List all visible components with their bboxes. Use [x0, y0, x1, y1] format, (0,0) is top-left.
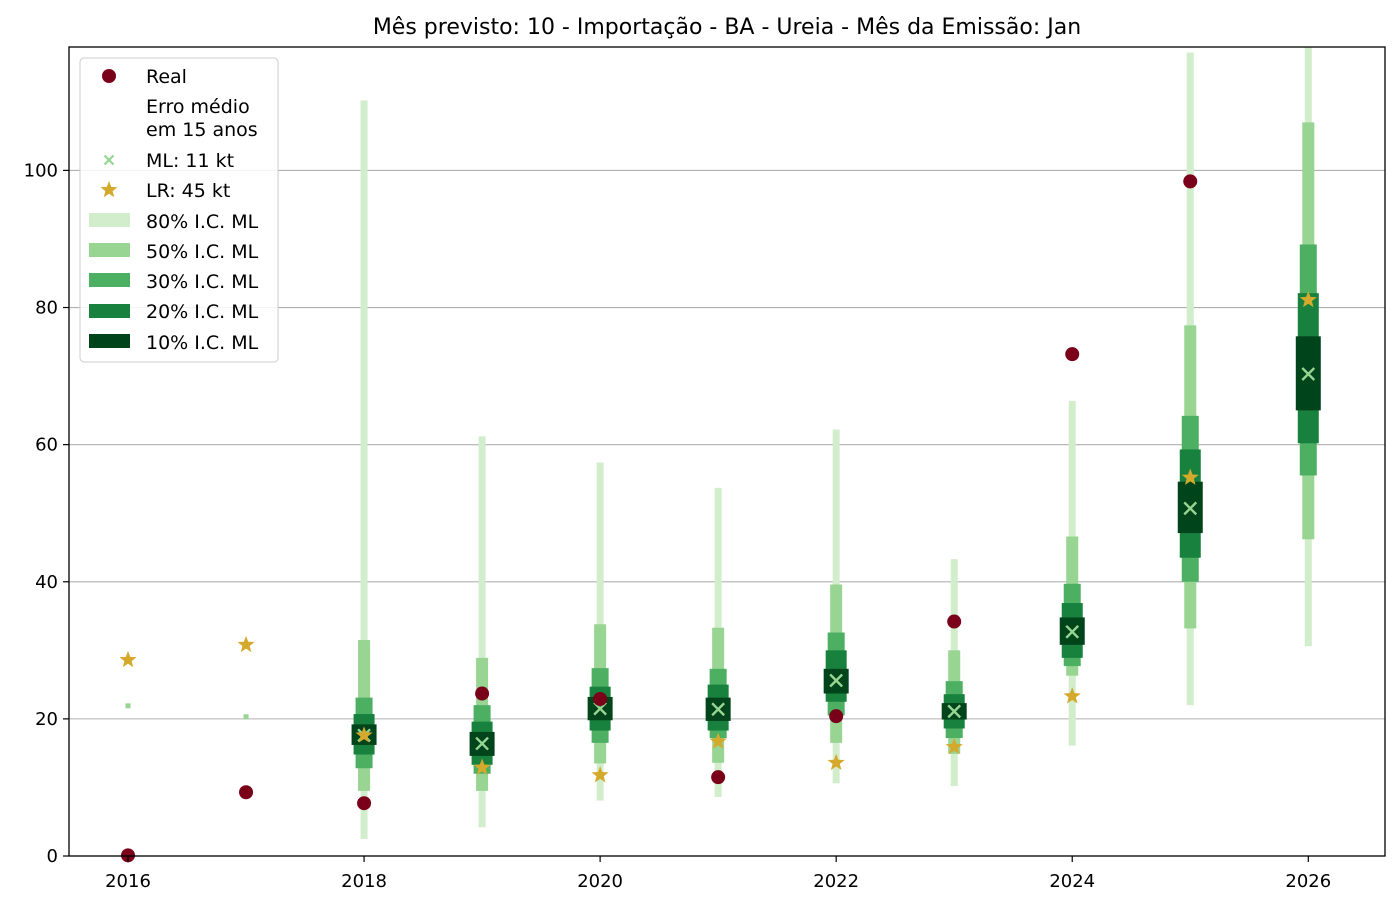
- ml-marker-2024: [1065, 624, 1080, 639]
- x-tick-label-2024: 2024: [1049, 871, 1095, 892]
- lr-marker-2021: [709, 732, 727, 749]
- lr-marker-2016: [119, 650, 137, 668]
- legend-marker-real: [102, 69, 116, 83]
- real-point-2017: [239, 785, 254, 800]
- y-tick-label-20: 20: [35, 709, 58, 730]
- legend-swatch-ci50: [89, 243, 130, 257]
- legend-marker-ml: [103, 154, 115, 166]
- real-point-2018: [357, 796, 372, 811]
- real-point-2020: [593, 691, 608, 706]
- y-tick-label-80: 80: [35, 298, 58, 319]
- real-point-2016: [121, 848, 136, 863]
- legend-label-ml: ML: 11 kt: [146, 150, 234, 172]
- y-tick-label-100: 100: [24, 160, 58, 181]
- y-tick-label-0: 0: [47, 846, 58, 867]
- legend-label-real: Real: [146, 66, 187, 88]
- x-tick-label-2018: 2018: [341, 871, 387, 892]
- lr-marker-2025: [1181, 468, 1199, 485]
- legend-label-ci10: 10% I.C. ML: [146, 332, 259, 354]
- x-tick-label-2022: 2022: [813, 871, 859, 892]
- x-tick-label-2020: 2020: [577, 871, 623, 892]
- ml-marker-2025: [1183, 501, 1198, 516]
- legend-label-ci20: 20% I.C. ML: [146, 301, 259, 323]
- ci80-band-2018: [360, 100, 368, 839]
- plot-frame: [68, 46, 1386, 857]
- legend-label-ci50: 50% I.C. ML: [146, 241, 259, 263]
- real-point-2021: [711, 770, 726, 785]
- y-tick-label-60: 60: [35, 435, 58, 456]
- real-point-2024: [1065, 347, 1080, 362]
- legend-swatch-ci20: [89, 304, 130, 318]
- real-point-2023: [947, 614, 962, 629]
- lr-marker-2022: [827, 753, 845, 771]
- ml-marker-2021: [711, 702, 725, 717]
- lr-marker-2017: [237, 635, 255, 653]
- legend: Real Erro médio em 15 anos ML: 11 kt LR:…: [79, 57, 279, 363]
- ml-marker-2023: [947, 704, 962, 719]
- ml-marker-2022: [829, 673, 844, 688]
- legend-label-lr: LR: 45 kt: [146, 180, 230, 202]
- axes: 0 20 40 60 80 100 2016 2018 2020 2022 2024 2026: [24, 160, 1332, 892]
- lr-marker-2018: [355, 726, 373, 743]
- real-point-2025: [1183, 174, 1198, 189]
- x-tick-label-2016: 2016: [105, 871, 151, 892]
- legend-label-note-1: Erro médio: [146, 96, 250, 118]
- ml-marker-2017: [243, 714, 249, 720]
- legend-label-ci30: 30% I.C. ML: [146, 271, 259, 293]
- real-point-2022: [829, 709, 844, 724]
- ml-marker-2019: [475, 736, 489, 751]
- chart-title: Mês previsto: 10 - Importação - BA - Ure…: [373, 15, 1081, 40]
- legend-swatch-ci10: [89, 334, 130, 348]
- lr-marker-2026: [1299, 290, 1317, 308]
- legend-label-ci80: 80% I.C. ML: [146, 211, 259, 233]
- y-tick-label-40: 40: [35, 572, 58, 593]
- plot-area: [119, 47, 1321, 863]
- ci80-band-2019: [478, 436, 486, 828]
- legend-marker-lr: [100, 181, 118, 198]
- lr-marker-2023: [945, 737, 963, 755]
- legend-label-note-2: em 15 anos: [146, 119, 258, 141]
- lr-marker-2024: [1063, 687, 1081, 704]
- ml-marker-2016: [125, 703, 131, 709]
- x-tick-label-2026: 2026: [1285, 871, 1331, 892]
- legend-symbols: [89, 69, 130, 348]
- real-point-2019: [475, 686, 490, 701]
- lr-marker-2020: [591, 766, 609, 783]
- ml-marker-2026: [1301, 367, 1316, 381]
- lr-marker-2019: [473, 758, 491, 775]
- legend-swatch-ci80: [89, 213, 130, 227]
- legend-swatch-ci30: [89, 273, 130, 287]
